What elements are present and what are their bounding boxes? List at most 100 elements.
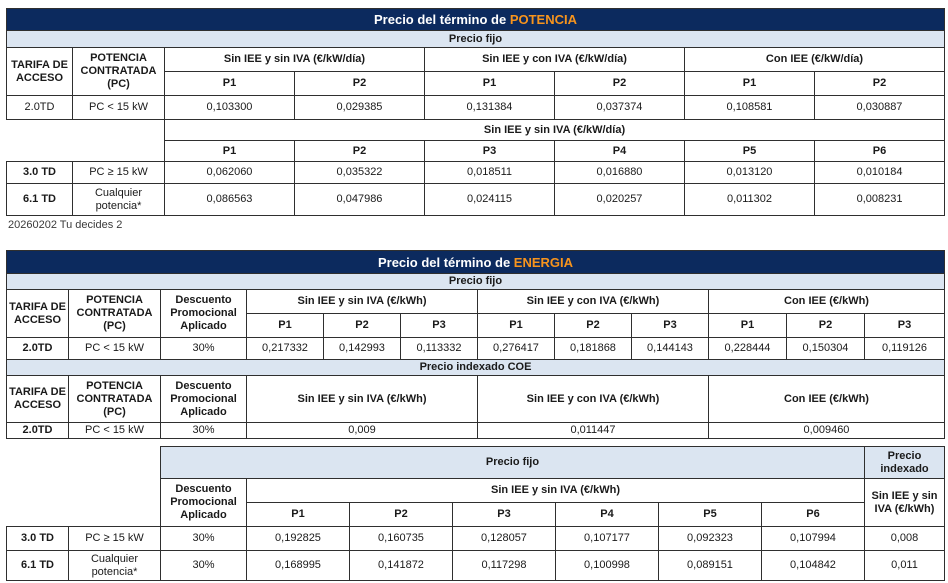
value-cell: 0,144143	[631, 337, 709, 360]
group-sin-iee-sin-iva: Sin IEE y sin IVA (€/kWh)	[246, 375, 478, 423]
value-cell: 0,013120	[684, 161, 815, 184]
table-row: 2.0TD PC < 15 kW 30% 0,009 0,011447 0,00…	[6, 422, 945, 439]
table-row: 2.0TD PC < 15 kW 0,103300 0,029385 0,131…	[6, 95, 945, 120]
value-cell: 0,009460	[708, 422, 945, 439]
blank-cell	[7, 447, 161, 503]
period-header: P1	[246, 313, 324, 338]
value-cell: 0,009	[246, 422, 478, 439]
period-header: P4	[554, 140, 685, 162]
tarifa-cell: 6.1 TD	[6, 550, 69, 581]
potencia-table: Precio del término de POTENCIA Precio fi…	[6, 8, 945, 120]
value-cell: 0,029385	[294, 95, 425, 120]
tarifa-cell: 3.0 TD	[6, 526, 69, 551]
period-header: P1	[246, 502, 350, 527]
value-cell: 0,128057	[452, 526, 556, 551]
potencia-contratada-header: POTENCIA CONTRATADA (PC)	[68, 375, 161, 423]
period-header: P3	[864, 313, 945, 338]
group-sin-iee-sin-iva: Sin IEE y sin IVA (€/kWh)	[246, 478, 865, 503]
period-header: P1	[424, 71, 555, 96]
value-cell: 0,037374	[554, 95, 685, 120]
period-header: P2	[814, 71, 945, 96]
descuento-header: Descuento Promocional Aplicado	[160, 375, 247, 423]
value-cell: 0,011447	[477, 422, 709, 439]
tarifa-cell: 2.0TD	[6, 337, 69, 360]
energia-6p-table: Precio fijo Precio indexado Descuento Pr…	[6, 446, 945, 581]
period-header: P5	[684, 140, 815, 162]
document-note: 20260202 Tu decides 2	[8, 219, 123, 231]
value-cell: 0,113332	[400, 337, 478, 360]
tarifa-cell: 2.0TD	[6, 95, 73, 120]
potencia-contratada-header: POTENCIA CONTRATADA (PC)	[72, 47, 165, 96]
descuento-cell: 30%	[160, 337, 247, 360]
pc-cell: PC ≥ 15 kW	[72, 161, 165, 184]
group-con-iee: Con IEE (€/kW/día)	[684, 47, 945, 72]
value-cell: 0,024115	[424, 183, 555, 216]
value-cell: 0,168995	[246, 550, 350, 581]
tarifa-header: TARIFA DE ACCESO	[6, 47, 73, 96]
descuento-header: Descuento Promocional Aplicado	[160, 289, 247, 338]
value-cell: 0,181868	[554, 337, 632, 360]
tarifa-cell: 6.1 TD	[6, 183, 73, 216]
pc-cell: PC < 15 kW	[68, 422, 161, 439]
value-cell: 0,131384	[424, 95, 555, 120]
table-row: 3.0 TD PC ≥ 15 kW 30% 0,192825 0,160735 …	[6, 526, 945, 551]
group-sin-iee-sin-iva: Sin IEE y sin IVA (€/kWh)	[246, 289, 478, 314]
period-header: P2	[323, 313, 401, 338]
bottom-precio-indexado-header: Precio indexado	[864, 446, 945, 479]
descuento-cell: 30%	[160, 526, 247, 551]
value-cell: 0,062060	[164, 161, 295, 184]
energia-precio-fijo-header: Precio fijo	[6, 273, 945, 290]
period-header: P1	[164, 140, 295, 162]
bottom-precio-fijo-header: Precio fijo	[160, 446, 865, 479]
tarifa-cell: 3.0 TD	[6, 161, 73, 184]
value-cell: 0,103300	[164, 95, 295, 120]
value-cell: 0,107994	[761, 526, 865, 551]
value-cell: 0,107177	[555, 526, 659, 551]
energia-indexado-header: Precio indexado COE	[6, 359, 945, 376]
period-header: P2	[554, 313, 632, 338]
tarifa-header: TARIFA DE ACCESO	[6, 289, 69, 338]
period-header: P3	[631, 313, 709, 338]
tarifa-header: TARIFA DE ACCESO	[6, 375, 69, 423]
value-cell: 0,008231	[813, 183, 946, 216]
potencia-precio-fijo-header: Precio fijo	[6, 30, 945, 48]
value-cell: 0,192825	[246, 526, 350, 551]
value-cell: 0,141872	[349, 550, 453, 581]
value-cell: 0,276417	[477, 337, 555, 360]
descuento-cell: 30%	[160, 550, 247, 581]
value-cell: 0,119126	[864, 337, 945, 360]
table-row: 6.1 TD Cualquier potencia* 30% 0,168995 …	[6, 550, 945, 581]
value-cell: 0,035322	[294, 161, 425, 184]
period-header: P2	[294, 140, 425, 162]
period-header: P2	[554, 71, 685, 96]
value-cell: 0,108581	[684, 95, 815, 120]
value-cell: 0,100998	[555, 550, 659, 581]
descuento-cell: 30%	[160, 422, 247, 439]
group-sin-iee-con-iva: Sin IEE y con IVA (€/kW/día)	[424, 47, 685, 72]
pc-cell: Cualquier potencia*	[72, 183, 165, 216]
value-cell: 0,020257	[554, 183, 685, 216]
potencia-6p-table: Sin IEE y sin IVA (€/kW/día) P1 P2 P3 P4…	[6, 119, 946, 216]
pc-cell: Cualquier potencia*	[68, 550, 161, 581]
period-header: P2	[349, 502, 453, 527]
potencia-title: Precio del término de POTENCIA	[6, 8, 945, 31]
pc-cell: PC < 15 kW	[68, 337, 161, 360]
table-row: 2.0TD PC < 15 kW 30% 0,217332 0,142993 0…	[6, 337, 945, 360]
value-cell: 0,089151	[658, 550, 762, 581]
indexado-sub-header: Sin IEE y sin IVA (€/kWh)	[864, 478, 945, 527]
value-cell: 0,030887	[814, 95, 945, 120]
group-sin-iee-con-iva: Sin IEE y con IVA (€/kWh)	[477, 289, 709, 314]
tarifa-cell: 2.0TD	[6, 422, 69, 439]
value-cell: 0,011302	[684, 183, 815, 216]
value-cell: 0,217332	[246, 337, 324, 360]
value-cell: 0,150304	[786, 337, 865, 360]
period-header: P3	[424, 140, 555, 162]
table-row: 3.0 TD PC ≥ 15 kW 0,062060 0,035322 0,01…	[6, 161, 946, 184]
value-cell: 0,092323	[658, 526, 762, 551]
blank-cell	[7, 503, 161, 527]
potencia-contratada-header: POTENCIA CONTRATADA (PC)	[68, 289, 161, 338]
period-header: P6	[761, 502, 865, 527]
value-cell: 0,018511	[424, 161, 555, 184]
value-cell: 0,228444	[708, 337, 787, 360]
pc-cell: PC < 15 kW	[72, 95, 165, 120]
